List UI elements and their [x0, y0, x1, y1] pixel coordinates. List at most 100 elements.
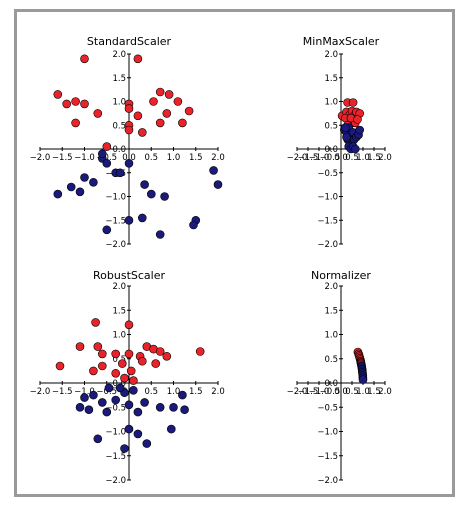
y-tick-label: 2.0: [324, 282, 338, 292]
blue-point: [181, 406, 189, 414]
y-tick-label: 2.0: [112, 282, 126, 292]
plot-title-normalizer: Normalizer: [311, 269, 371, 282]
red-point: [174, 98, 182, 106]
blue-point: [94, 435, 102, 443]
red-point: [125, 321, 133, 329]
red-point: [54, 90, 62, 98]
blue-point: [121, 445, 129, 453]
blue-point: [89, 178, 97, 186]
y-tick-label: −2.0: [105, 476, 126, 486]
blue-point: [178, 391, 186, 399]
blue-point: [116, 384, 124, 392]
y-tick-label: −1.5: [317, 216, 338, 226]
blue-point: [81, 394, 89, 402]
y-tick-label: 0.0: [112, 145, 126, 155]
blue-point: [105, 384, 113, 392]
red-point: [125, 105, 133, 113]
y-tick-label: 1.5: [324, 74, 338, 84]
red-point: [94, 343, 102, 351]
x-tick-label: −2.0: [30, 153, 51, 163]
y-tick-label: 0.5: [324, 355, 338, 365]
red-point: [92, 318, 100, 326]
red-point: [56, 362, 64, 370]
y-tick-label: −0.5: [317, 169, 338, 179]
x-tick-label: −1.5: [52, 387, 73, 397]
y-tick-label: −2.0: [105, 240, 126, 250]
blue-point: [343, 133, 351, 141]
blue-point: [138, 214, 146, 222]
red-point: [94, 109, 102, 117]
x-tick-label: 2.0: [378, 153, 392, 163]
y-tick-label: 0.0: [324, 145, 338, 155]
y-tick-label: 1.0: [324, 331, 338, 341]
subplot-minmaxscaler: −2.0−1.5−1.0−0.50.00.51.01.52.02.01.51.0…: [287, 35, 392, 250]
blue-point: [359, 376, 367, 384]
red-point: [185, 107, 193, 115]
subplot-robustscaler: −2.0 −1.5 −1.0 −0.5 0.0 0.5 1.0 1.5 2.02.01.51.0…: [30, 269, 225, 486]
y-tick-label: −1.5: [105, 452, 126, 462]
red-point: [125, 126, 133, 134]
x-tick-label: −2.0: [30, 387, 51, 397]
x-tick-label: 1.0: [167, 153, 181, 163]
red-point: [156, 119, 164, 127]
subplot-normalizer: −2.0−1.5−1.0−0.50.00.51.01.52.02.01.51.0…: [287, 269, 392, 486]
red-point: [163, 109, 171, 117]
y-tick-label: 1.5: [324, 306, 338, 316]
blue-point: [116, 169, 124, 177]
x-tick-label: −1.0: [74, 153, 95, 163]
plot-title-minmaxscaler: MinMaxScaler: [303, 35, 380, 48]
y-tick-label: 0.5: [324, 121, 338, 131]
red-point: [98, 350, 106, 358]
red-point: [165, 90, 173, 98]
blue-point: [341, 124, 349, 132]
blue-point: [190, 221, 198, 229]
red-point: [81, 100, 89, 108]
red-point: [63, 100, 71, 108]
red-point: [134, 112, 142, 120]
red-point: [354, 116, 362, 124]
red-point: [112, 350, 120, 358]
x-tick-label: 2.0: [211, 387, 225, 397]
subplot-standardscaler: −2.0 −1.5 −1.0 −0.5 0.0 0.5 1.0 1.5 2.02.01.51.0…: [30, 35, 225, 250]
y-tick-label: 1.0: [324, 98, 338, 108]
blue-point: [85, 406, 93, 414]
red-point: [103, 143, 111, 151]
blue-point: [143, 440, 151, 448]
y-tick-label: 0.5: [112, 121, 126, 131]
red-point: [112, 369, 120, 377]
blue-point: [125, 216, 133, 224]
y-tick-label: 1.5: [112, 306, 126, 316]
y-tick-label: 1.0: [112, 98, 126, 108]
red-point: [152, 360, 160, 368]
blue-point: [103, 159, 111, 167]
blue-point: [76, 403, 84, 411]
x-tick-label: 2.0: [378, 387, 392, 397]
blue-point: [156, 231, 164, 239]
blue-point: [134, 430, 142, 438]
y-tick-label: −1.5: [105, 216, 126, 226]
red-point: [72, 119, 80, 127]
x-tick-label: 0.5: [144, 153, 158, 163]
y-tick-label: −1.0: [317, 193, 338, 203]
y-tick-label: 0.0: [324, 379, 338, 389]
y-tick-label: −0.5: [317, 403, 338, 413]
y-tick-label: 2.0: [112, 50, 126, 60]
red-point: [156, 88, 164, 96]
red-point: [118, 360, 126, 368]
red-point: [89, 367, 97, 375]
blue-point: [214, 181, 222, 189]
blue-point: [156, 403, 164, 411]
blue-point: [125, 401, 133, 409]
red-point: [76, 343, 84, 351]
red-point: [138, 357, 146, 365]
x-tick-label: 1.5: [189, 153, 203, 163]
blue-point: [141, 181, 149, 189]
red-point: [129, 377, 137, 385]
red-point: [196, 348, 204, 356]
x-tick-label: 0.5: [144, 387, 158, 397]
y-tick-label: −1.0: [105, 428, 126, 438]
red-point: [163, 352, 171, 360]
red-point: [150, 98, 158, 106]
blue-point: [103, 226, 111, 234]
